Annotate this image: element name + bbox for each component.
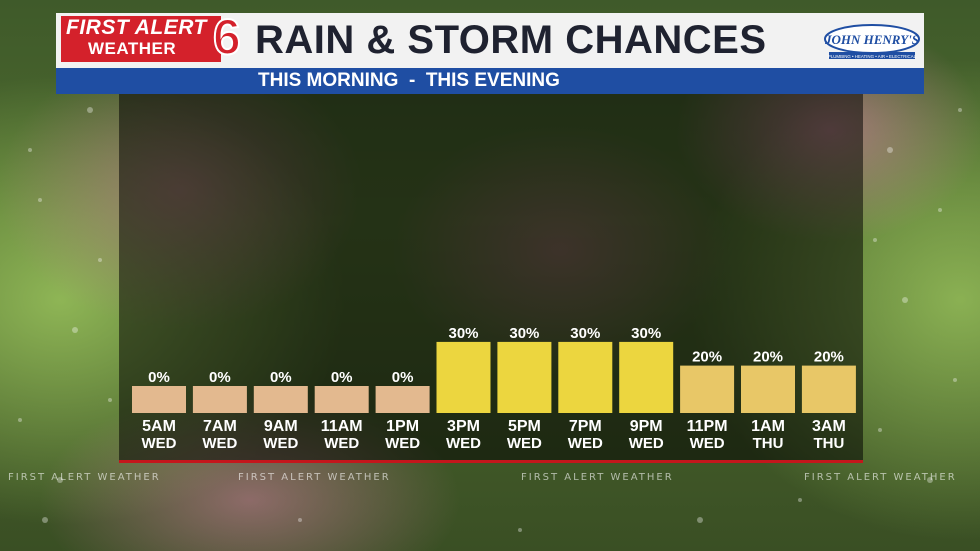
- bar-value-label: 30%: [509, 325, 539, 342]
- x-tick-time: 1PM: [386, 418, 419, 435]
- logo-line2: WEATHER: [88, 39, 177, 58]
- x-tick-time: 9PM: [630, 418, 663, 435]
- x-tick-day: WED: [446, 435, 481, 452]
- bar-value-label: 20%: [753, 349, 783, 366]
- x-tick-time: 5PM: [508, 418, 541, 435]
- bar-9pm: [619, 341, 674, 413]
- bar-7am: [192, 386, 247, 413]
- subtitle-bar: [56, 68, 924, 94]
- x-tick-time: 7AM: [203, 418, 237, 435]
- x-tick-day: THU: [813, 435, 844, 452]
- bar-7pm: [558, 341, 613, 413]
- x-tick-day: WED: [507, 435, 542, 452]
- chart-baseline: [119, 460, 863, 463]
- bar-value-label: 20%: [692, 349, 722, 366]
- x-tick-time: 9AM: [264, 418, 298, 435]
- sponsor-name: JOHN HENRY'S: [824, 32, 919, 47]
- bar-value-label: 0%: [331, 369, 353, 386]
- x-tick-time: 11AM: [321, 418, 363, 435]
- bar-value-label: 30%: [448, 325, 478, 342]
- ticker-text: FIRST ALERT WEATHER: [238, 472, 391, 483]
- x-tick-time: 5AM: [142, 418, 176, 435]
- bar-value-label: 30%: [570, 325, 600, 342]
- bar-value-label: 30%: [631, 325, 661, 342]
- x-tick-day: WED: [568, 435, 603, 452]
- first-alert-logo: [61, 16, 221, 62]
- sponsor-logo: JOHN HENRY'S PLUMBING • HEATING • AIR • …: [824, 24, 920, 59]
- bar-value-label: 0%: [392, 369, 414, 386]
- bar-5am: [132, 386, 186, 413]
- bar-11am: [314, 386, 369, 413]
- bar-3am: [801, 365, 856, 413]
- x-tick-day: WED: [385, 435, 420, 452]
- x-tick-day: THU: [753, 435, 784, 452]
- bar-value-label: 0%: [270, 369, 292, 386]
- ticker-text: FIRST ALERT WEATHER: [804, 472, 957, 483]
- x-tick-day: WED: [629, 435, 664, 452]
- bar-11pm: [680, 365, 735, 413]
- logo-line1: FIRST ALERT: [66, 16, 207, 39]
- x-tick-day: WED: [324, 435, 359, 452]
- x-tick-time: 1AM: [751, 418, 785, 435]
- x-tick-day: WED: [690, 435, 725, 452]
- x-tick-day: WED: [263, 435, 298, 452]
- x-tick-time: 7PM: [569, 418, 602, 435]
- bar-1am: [741, 365, 795, 413]
- bar-value-label: 0%: [148, 369, 170, 386]
- subtitle: THIS MORNING - THIS EVENING: [258, 70, 560, 91]
- bar-value-label: 0%: [209, 369, 231, 386]
- x-tick-day: WED: [202, 435, 237, 452]
- bar-9am: [253, 386, 308, 413]
- x-tick-day: WED: [142, 435, 177, 452]
- bar-5pm: [497, 341, 552, 413]
- ticker-text: FIRST ALERT WEATHER: [8, 472, 161, 483]
- x-tick-time: 3AM: [812, 418, 846, 435]
- x-tick-time: 3PM: [447, 418, 480, 435]
- page-title: RAIN & STORM CHANCES: [255, 18, 767, 62]
- bar-value-label: 20%: [814, 349, 844, 366]
- bar-3pm: [436, 341, 491, 413]
- ticker-text: FIRST ALERT WEATHER: [521, 472, 674, 483]
- channel-number: 6: [212, 9, 242, 65]
- sponsor-tagline: PLUMBING • HEATING • AIR • ELECTRICAL: [828, 54, 917, 59]
- x-tick-time: 11PM: [687, 418, 728, 435]
- bar-1pm: [375, 386, 430, 413]
